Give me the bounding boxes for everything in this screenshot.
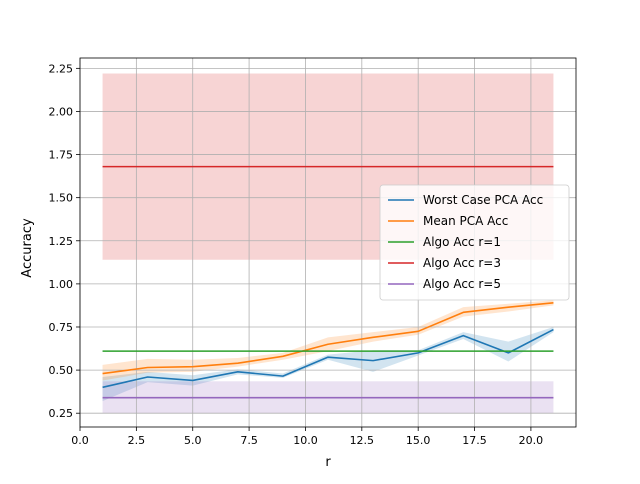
- y-tick-label-2: 0.75: [49, 321, 74, 334]
- y-tick-label-6: 1.75: [49, 149, 74, 162]
- x-tick-label-2: 5.0: [184, 434, 202, 447]
- y-tick-label-3: 1.00: [49, 278, 74, 291]
- series-line-0: [102, 328, 554, 389]
- legend-label-3: Algo Acc r=3: [423, 256, 501, 270]
- y-tick-label-0: 0.25: [49, 407, 74, 420]
- legend-label-4: Algo Acc r=5: [423, 277, 501, 291]
- band-series-0: [102, 326, 554, 402]
- legend-label-2: Algo Acc r=1: [423, 235, 501, 249]
- x-tick-label-6: 15.0: [406, 434, 431, 447]
- y-tick-label-8: 2.25: [49, 62, 74, 75]
- legend-label-1: Mean PCA Acc: [423, 214, 508, 228]
- band-series-1: [102, 300, 554, 381]
- legend-box: [379, 184, 570, 301]
- x-tick-label-7: 17.5: [462, 434, 487, 447]
- y-axis-ticks: 0.25 0.50 0.75 1.00 1.25 1.50 1.75 2.00 2.25: [49, 62, 80, 420]
- y-tick-label-4: 1.25: [49, 235, 74, 248]
- y-tick-label-5: 1.50: [49, 192, 74, 205]
- y-tick-label-1: 0.50: [49, 364, 74, 377]
- y-axis-label: Accuracy: [20, 218, 35, 278]
- y-tick-label-7: 2.00: [49, 105, 74, 118]
- x-tick-label-4: 10.0: [293, 434, 318, 447]
- x-axis-ticks: 0.0 2.5 5.0 7.5 10.0 12.5 15.0 17.5 20.0: [71, 427, 543, 447]
- plot-area-frame: [79, 57, 577, 428]
- x-axis-label: r: [325, 455, 331, 470]
- x-tick-label-8: 20.0: [519, 434, 544, 447]
- legend-label-0: Worst Case PCA Acc: [423, 193, 543, 207]
- series-line-1: [102, 302, 554, 375]
- x-tick-label-0: 0.0: [71, 434, 89, 447]
- legend: Worst Case PCA Acc Mean PCA Acc Algo Acc r…: [379, 184, 570, 301]
- x-tick-label-1: 2.5: [128, 434, 146, 447]
- x-tick-label-3: 7.5: [240, 434, 258, 447]
- series-lines: [102, 165, 554, 399]
- x-tick-label-5: 12.5: [350, 434, 375, 447]
